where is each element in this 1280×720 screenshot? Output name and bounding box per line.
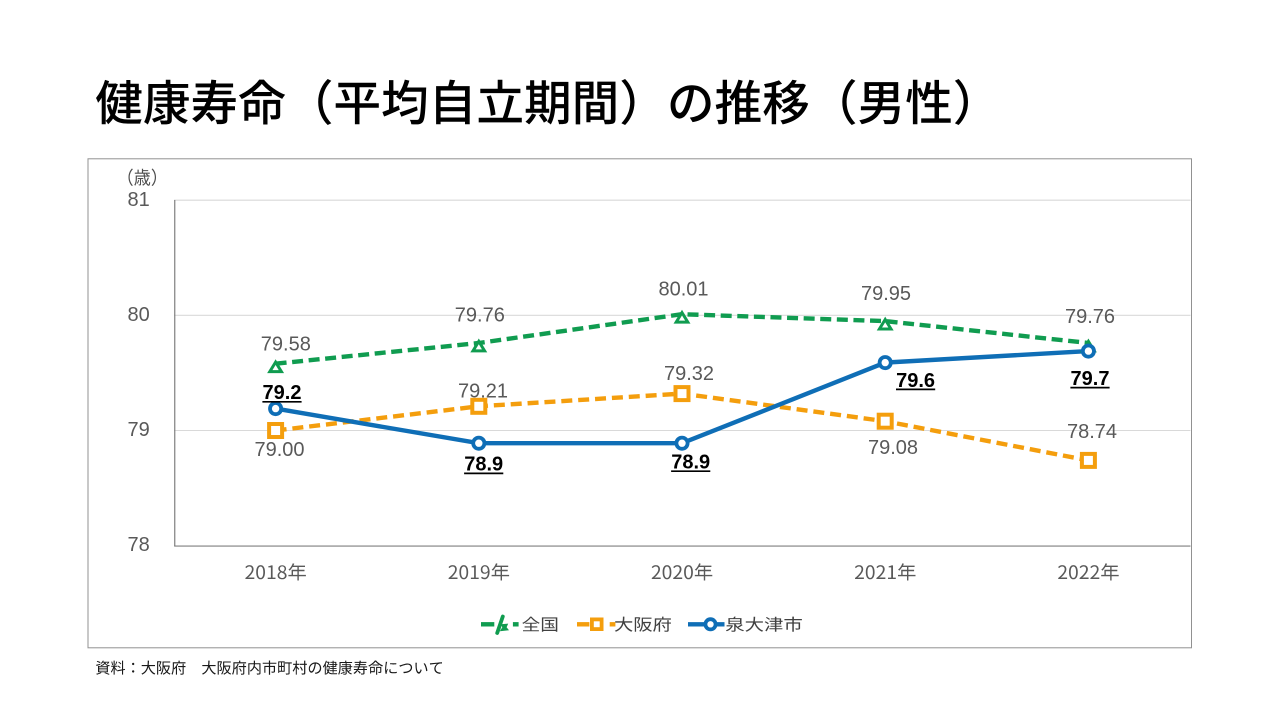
svg-text:78.9: 78.9 [464,454,503,476]
svg-text:79.00: 79.00 [254,439,304,461]
svg-text:78.74: 78.74 [1067,421,1117,443]
svg-text:79.95: 79.95 [861,283,911,305]
svg-text:81: 81 [128,189,150,211]
svg-text:78.9: 78.9 [671,452,710,474]
svg-text:79.32: 79.32 [664,363,714,385]
svg-text:79.76: 79.76 [455,305,505,327]
svg-text:79.08: 79.08 [868,437,918,459]
svg-text:79.7: 79.7 [1071,368,1110,390]
svg-text:79.76: 79.76 [1065,306,1115,328]
svg-text:79.21: 79.21 [458,381,508,403]
svg-text:79.58: 79.58 [261,334,311,356]
svg-text:78: 78 [128,534,150,556]
svg-text:79.6: 79.6 [896,370,935,392]
svg-text:79: 79 [128,419,150,441]
svg-text:80.01: 80.01 [658,279,708,301]
svg-text:79.2: 79.2 [263,382,302,404]
svg-text:80: 80 [128,304,150,326]
